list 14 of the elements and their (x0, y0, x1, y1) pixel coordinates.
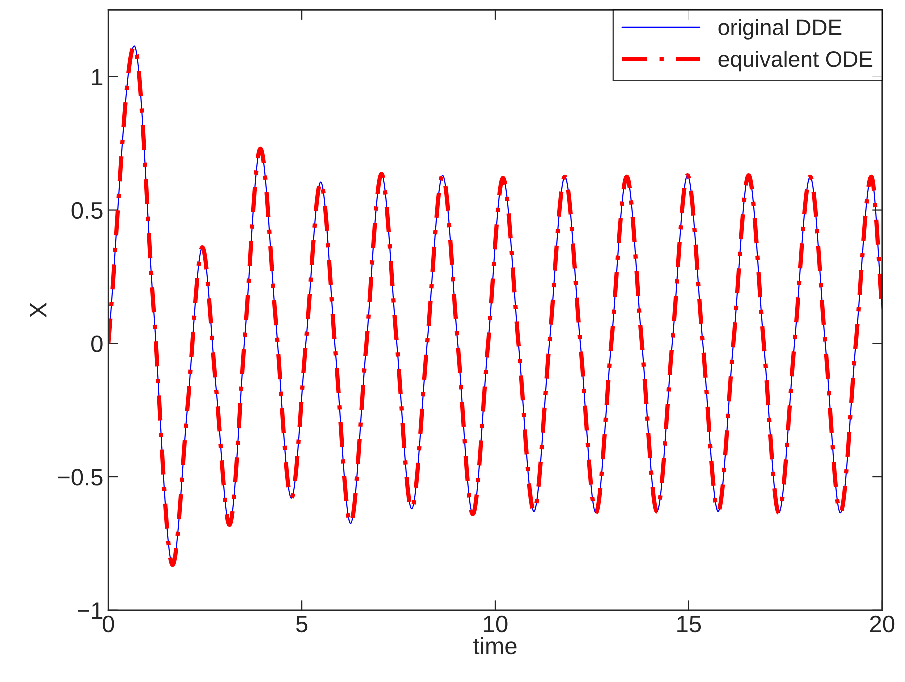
y-tick-label: −0.5 (58, 469, 103, 486)
x-tick-label: 15 (678, 616, 702, 633)
y-tick-label: 1 (92, 69, 103, 86)
legend-label: equivalent ODE (718, 50, 873, 72)
y-tick-label: 0 (92, 336, 103, 352)
y-tick-label: 0.5 (72, 202, 103, 220)
legend-label: original DDE (718, 19, 842, 40)
x-tick-label: 20 (870, 616, 895, 633)
x-tick-label: 10 (484, 616, 508, 633)
y-axis-title: X (30, 302, 47, 318)
x-tick-label: 5 (296, 616, 308, 633)
y-tick-label: −1 (78, 602, 103, 619)
x-axis-title: time (474, 637, 517, 655)
x-tick-label: 0 (102, 616, 114, 633)
